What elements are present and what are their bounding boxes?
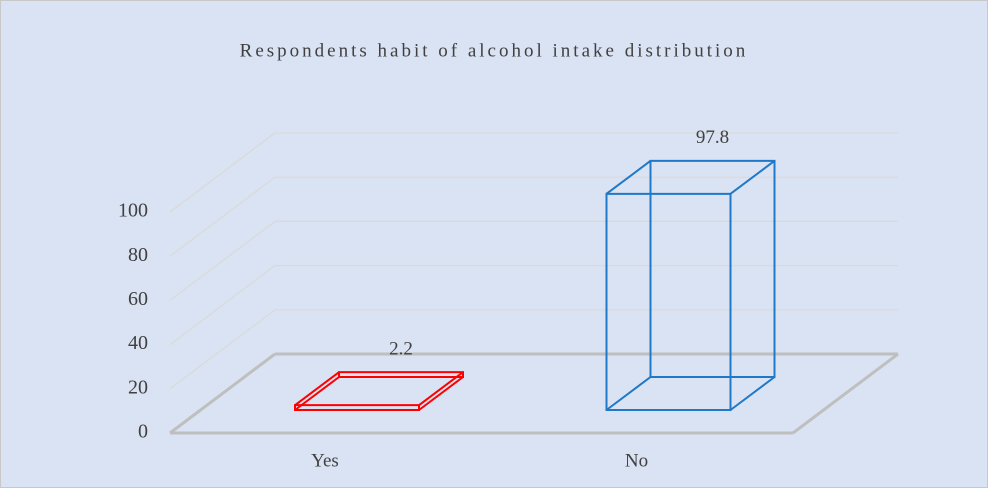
x-tick-label: No (625, 450, 648, 471)
data-label: 2.2 (389, 338, 413, 359)
bar-edge (605, 160, 652, 195)
grid-line (169, 352, 276, 435)
bar-edge (729, 160, 776, 195)
x-tick-label: Yes (311, 450, 339, 471)
data-label: 97.8 (696, 127, 729, 148)
y-tick-label: 0 (138, 421, 148, 443)
bar-front-face (605, 192, 732, 411)
bar-edge (294, 376, 340, 411)
grid-line (169, 176, 276, 257)
bar-back-face (649, 159, 776, 378)
grid-line (169, 265, 276, 346)
bar-edge (729, 376, 776, 411)
bar-edge (418, 376, 464, 411)
bar-front-face (294, 404, 420, 412)
y-tick-label: 20 (128, 376, 148, 398)
chart-title: Respondents habit of alcohol intake dist… (240, 40, 749, 61)
y-tick-label: 40 (128, 332, 148, 354)
grid-line (169, 132, 276, 213)
floor-line (792, 352, 899, 435)
bar-edge (605, 376, 652, 411)
y-tick-label: 100 (118, 200, 148, 222)
bar-back-face (338, 371, 464, 379)
grid-line (169, 220, 276, 301)
y-tick-label: 80 (128, 244, 148, 266)
bar-edge (418, 371, 464, 406)
y-tick-label: 60 (128, 288, 148, 310)
grid-line (169, 309, 276, 390)
bar-edge (294, 371, 340, 406)
